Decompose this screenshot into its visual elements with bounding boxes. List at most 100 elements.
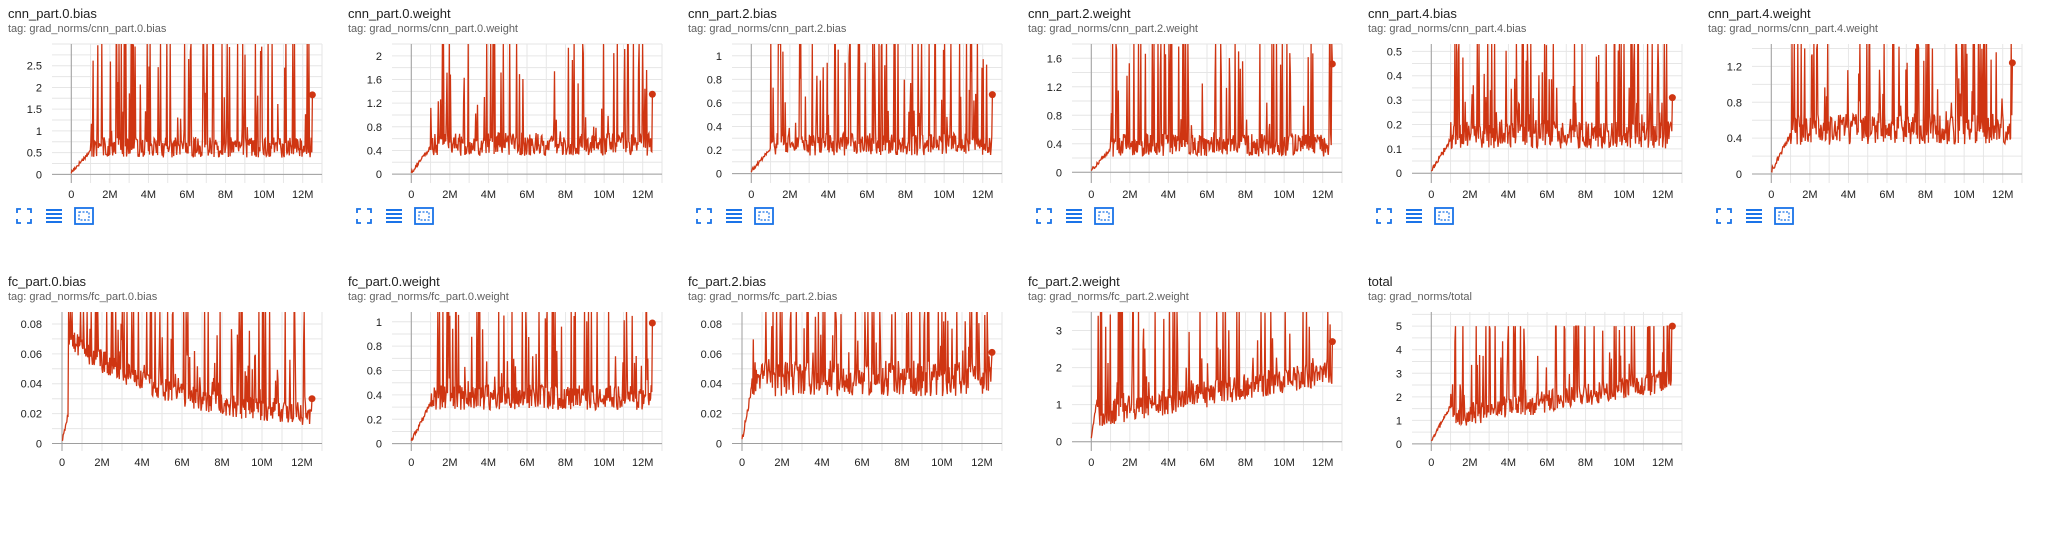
last-value-point [1328,60,1336,68]
y-tick-label: 0.06 [701,349,722,361]
x-tick-label: 12M [1312,457,1333,469]
data-table-icon[interactable] [1744,206,1764,226]
card-title: cnn_part.0.weight [348,6,451,21]
y-tick-label: 0 [1396,168,1402,180]
fullscreen-icon[interactable] [1714,206,1734,226]
data-table-icon[interactable] [1404,206,1424,226]
fit-domain-icon-shape [1098,211,1110,221]
card-tag: tag: grad_norms/cnn_part.2.weight [1028,23,1198,35]
y-tick-label: 1 [716,51,722,63]
fit-domain-icon[interactable] [754,206,774,226]
series-line [1090,312,1334,439]
fullscreen-icon[interactable] [354,206,374,226]
fit-domain-icon-shape [1774,207,1794,225]
fit-domain-icon-shape [1778,211,1790,221]
data-table-icon[interactable] [384,206,404,226]
y-tick-label: 1.2 [1727,61,1742,73]
x-tick-label: 2M [782,189,797,201]
fullscreen-icon[interactable] [1034,206,1054,226]
y-tick-label: 0.2 [707,145,722,157]
fullscreen-icon [1376,208,1392,224]
x-tick-label: 8M [1578,457,1593,469]
x-tick-label: 0 [1088,189,1094,201]
x-tick-label: 2M [442,457,457,469]
x-tick-label: 8M [898,189,913,201]
line-chart: 0 2M 4M 6M 8M 10M 12M 0 1 2 3 [1056,311,1343,469]
series-line [1430,325,1673,442]
data-table-icon-shape [46,209,62,223]
y-tick-label: 0.6 [707,98,722,110]
x-tick-label: 10M [1273,457,1294,469]
data-table-icon [726,209,742,223]
y-tick-label: 4 [1396,345,1402,357]
x-tick-label: 8M [894,457,909,469]
card-tag: tag: grad_norms/cnn_part.0.weight [348,23,518,35]
series-line [1430,44,1674,172]
fit-domain-icon-shape [754,207,774,225]
x-tick-label: 2M [1802,189,1817,201]
y-tick-label: 0.5 [1387,46,1402,58]
y-tick-label: 0 [376,439,382,451]
fit-domain-icon-shape [1434,207,1454,225]
card-tag: tag: grad_norms/fc_part.0.weight [348,291,509,303]
x-tick-label: 2M [1122,189,1137,201]
data-table-icon-shape [386,209,402,223]
card-title: fc_part.2.weight [1028,274,1120,289]
y-tick-label: 0.2 [1387,119,1402,131]
x-tick-label: 6M [859,189,874,201]
fit-domain-icon[interactable] [1094,206,1114,226]
fullscreen-icon[interactable] [1374,206,1394,226]
x-tick-label: 4M [814,457,829,469]
fit-domain-icon-shape [1094,207,1114,225]
x-tick-label: 10M [593,189,614,201]
scalar-card: cnn_part.2.bias tag: grad_norms/cnn_part.… [680,0,1010,235]
card-title: fc_part.0.bias [8,274,87,289]
x-tick-label: 10M [1953,189,1974,201]
y-tick-label: 0 [376,169,382,181]
last-value-point [648,90,656,98]
y-tick-label: 0.8 [367,122,382,134]
fit-domain-icon-shape [78,211,90,221]
x-tick-label: 8M [558,457,573,469]
fullscreen-icon[interactable] [14,206,34,226]
fullscreen-icon[interactable] [694,206,714,226]
fit-domain-icon[interactable] [414,206,434,226]
y-tick-label: 0.8 [367,341,382,353]
fit-domain-icon[interactable] [1434,206,1454,226]
x-tick-label: 4M [821,189,836,201]
y-tick-label: 2 [1056,363,1062,375]
y-tick-label: 0 [36,169,42,181]
x-tick-label: 4M [1841,189,1856,201]
fullscreen-icon-shape [696,208,712,224]
x-tick-label: 6M [1539,189,1554,201]
x-tick-label: 10M [1613,457,1634,469]
fit-domain-icon [1094,207,1114,225]
x-tick-label: 0 [748,189,754,201]
x-tick-label: 8M [1918,189,1933,201]
fullscreen-icon-shape [1376,208,1392,224]
y-tick-label: 0.02 [21,409,42,421]
x-tick-label: 2M [102,189,117,201]
card-title: cnn_part.2.weight [1028,6,1131,21]
fit-domain-icon[interactable] [74,206,94,226]
y-tick-label: 0 [1056,437,1062,449]
fullscreen-icon [16,208,32,224]
line-chart: 0 2M 4M 6M 8M 10M 12M 0 0.02 0.04 0.06 0.08 [701,312,1003,469]
y-tick-label: 5 [1396,321,1402,333]
data-table-icon[interactable] [724,206,744,226]
data-table-icon[interactable] [1064,206,1084,226]
fullscreen-icon [1036,208,1052,224]
y-tick-label: 0 [36,439,42,451]
y-tick-label: 0.1 [1387,144,1402,156]
y-tick-label: 0.4 [367,145,382,157]
x-tick-label: 6M [1199,189,1214,201]
data-table-icon[interactable] [44,206,64,226]
y-tick-label: 0.4 [1047,139,1062,151]
card-toolbar [354,205,434,227]
data-table-icon-shape [1406,209,1422,223]
y-tick-label: 3 [1396,368,1402,380]
card-tag: tag: grad_norms/fc_part.2.weight [1028,291,1189,303]
line-chart: 0 2M 4M 6M 8M 10M 12M 0 1 2 3 4 5 [1396,312,1683,469]
fit-domain-icon[interactable] [1774,206,1794,226]
scalar-card: cnn_part.0.bias tag: grad_norms/cnn_part.… [0,0,330,235]
